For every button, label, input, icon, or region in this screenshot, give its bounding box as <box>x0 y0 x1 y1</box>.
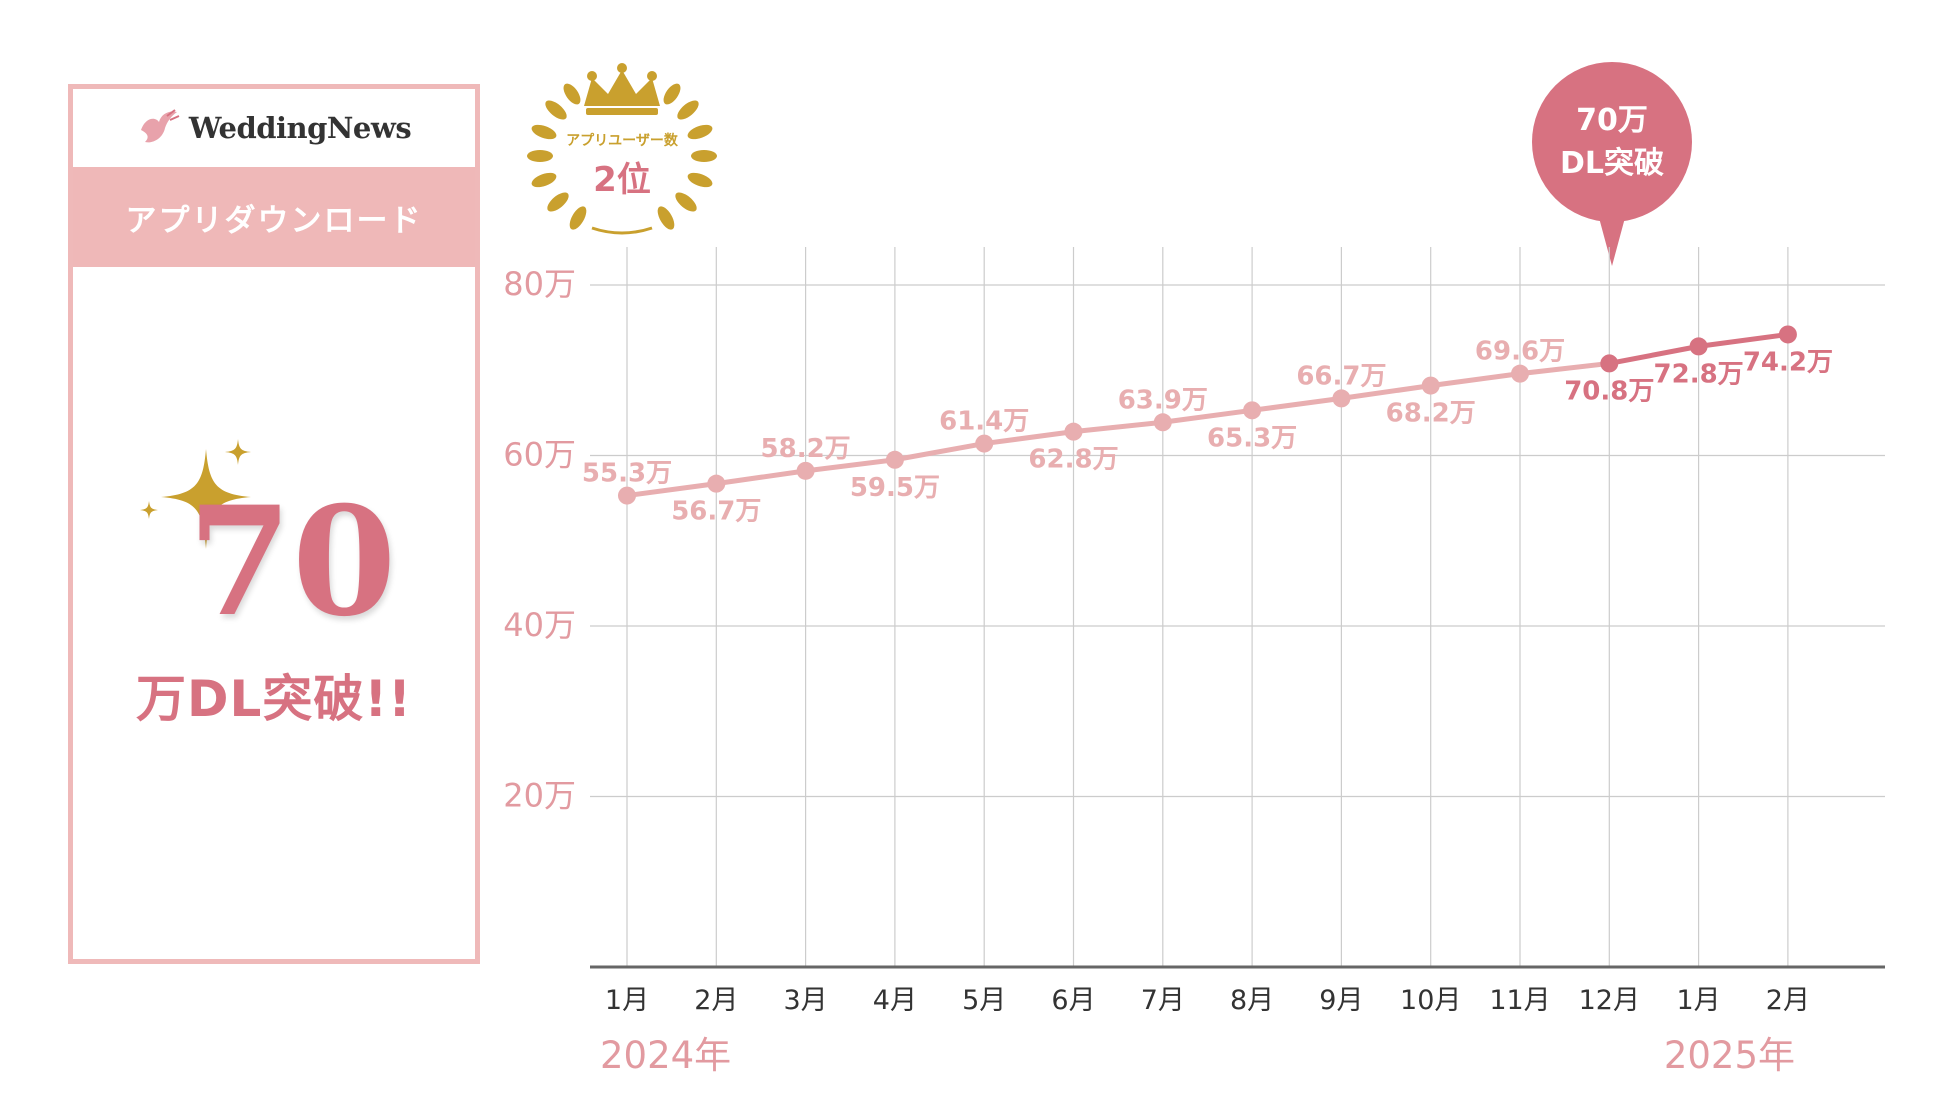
data-label: 61.4万 <box>939 407 1029 437</box>
big-number-caption: 万DL突破!! <box>136 670 412 728</box>
data-point <box>1332 389 1351 408</box>
medal-rank: 2位 <box>593 160 651 200</box>
data-point <box>1243 401 1262 420</box>
brand-name: WeddingNews <box>188 111 412 145</box>
data-point <box>618 486 636 505</box>
data-label: 70.8万 <box>1564 376 1654 406</box>
milestone-bubble-tail <box>1598 214 1626 266</box>
y-tick-label: 60万 <box>503 436 576 474</box>
data-point <box>1600 354 1619 373</box>
data-label: 63.9万 <box>1118 385 1208 415</box>
data-point <box>1421 376 1440 395</box>
x-tick-label: 4月 <box>873 985 917 1016</box>
summary-card: WeddingNews アプリダウンロード 70 万DL突破!! <box>68 84 480 964</box>
data-point <box>885 450 904 469</box>
series-line-segment <box>981 429 1076 447</box>
data-label: 62.8万 <box>1028 445 1118 475</box>
data-label: 74.2万 <box>1743 347 1833 377</box>
x-tick-label: 1月 <box>1677 985 1721 1016</box>
x-tick-label: 10月 <box>1400 985 1461 1016</box>
series-line-segment <box>1160 407 1255 425</box>
data-label: 66.7万 <box>1296 361 1386 391</box>
data-label: 72.8万 <box>1654 359 1744 389</box>
series-line-segment <box>1071 419 1166 435</box>
big-number: 70 <box>187 474 397 650</box>
data-point <box>1689 337 1708 356</box>
logo: WeddingNews <box>73 89 475 167</box>
series-line-segment <box>1517 360 1612 377</box>
x-tick-label: 3月 <box>784 985 828 1016</box>
x-tick-label: 12月 <box>1579 985 1640 1016</box>
series-line-segment <box>803 457 898 474</box>
milestone-line2: DL突破 <box>1559 146 1665 181</box>
y-tick-label: 80万 <box>503 265 576 303</box>
data-label: 65.3万 <box>1207 423 1297 453</box>
data-label: 69.6万 <box>1475 337 1565 367</box>
milestone-bubble: 70万 DL突破 <box>1532 62 1692 222</box>
band-label: アプリダウンロード <box>73 167 475 267</box>
series-line-segment <box>892 441 987 463</box>
laurel-medal-icon <box>527 63 717 235</box>
data-label: 55.3万 <box>582 459 672 489</box>
data-point <box>1153 413 1172 432</box>
x-tick-label: 5月 <box>962 985 1006 1016</box>
x-tick-label: 7月 <box>1141 985 1185 1016</box>
dove-icon <box>140 109 180 143</box>
series-line-segment <box>1249 395 1344 413</box>
data-point <box>1511 364 1529 383</box>
series-line-segment <box>624 481 719 499</box>
x-tick-label: 11月 <box>1489 985 1550 1016</box>
y-tick-label: 20万 <box>503 777 576 815</box>
milestone-line1: 70万 <box>1576 102 1648 138</box>
x-tick-label: 6月 <box>1051 985 1095 1016</box>
x-tick-label: 2月 <box>694 985 738 1016</box>
x-tick-label: 1月 <box>605 985 649 1016</box>
series-line-segment <box>1696 331 1791 349</box>
data-label: 58.2万 <box>761 434 851 464</box>
x-tick-label: 2月 <box>1766 985 1810 1016</box>
year-label: 2024年 <box>600 1034 731 1077</box>
series-line-segment <box>1606 343 1702 366</box>
data-point <box>796 461 815 480</box>
y-tick-label: 40万 <box>503 606 576 644</box>
data-point <box>1778 325 1797 344</box>
x-tick-label: 9月 <box>1319 985 1363 1016</box>
data-point <box>975 434 994 453</box>
data-point <box>707 474 726 493</box>
x-tick-label: 8月 <box>1230 985 1274 1016</box>
sparkle-icon <box>140 439 251 549</box>
medal-caption: アプリユーザー数 <box>566 133 678 149</box>
year-label: 2025年 <box>1664 1034 1795 1077</box>
series-line-segment <box>1428 371 1523 389</box>
data-label: 59.5万 <box>850 473 940 503</box>
data-label: 68.2万 <box>1386 399 1476 429</box>
data-point <box>1064 422 1083 441</box>
data-label: 56.7万 <box>671 497 761 527</box>
series-line-segment <box>713 468 809 487</box>
series-line-segment <box>1338 383 1434 401</box>
